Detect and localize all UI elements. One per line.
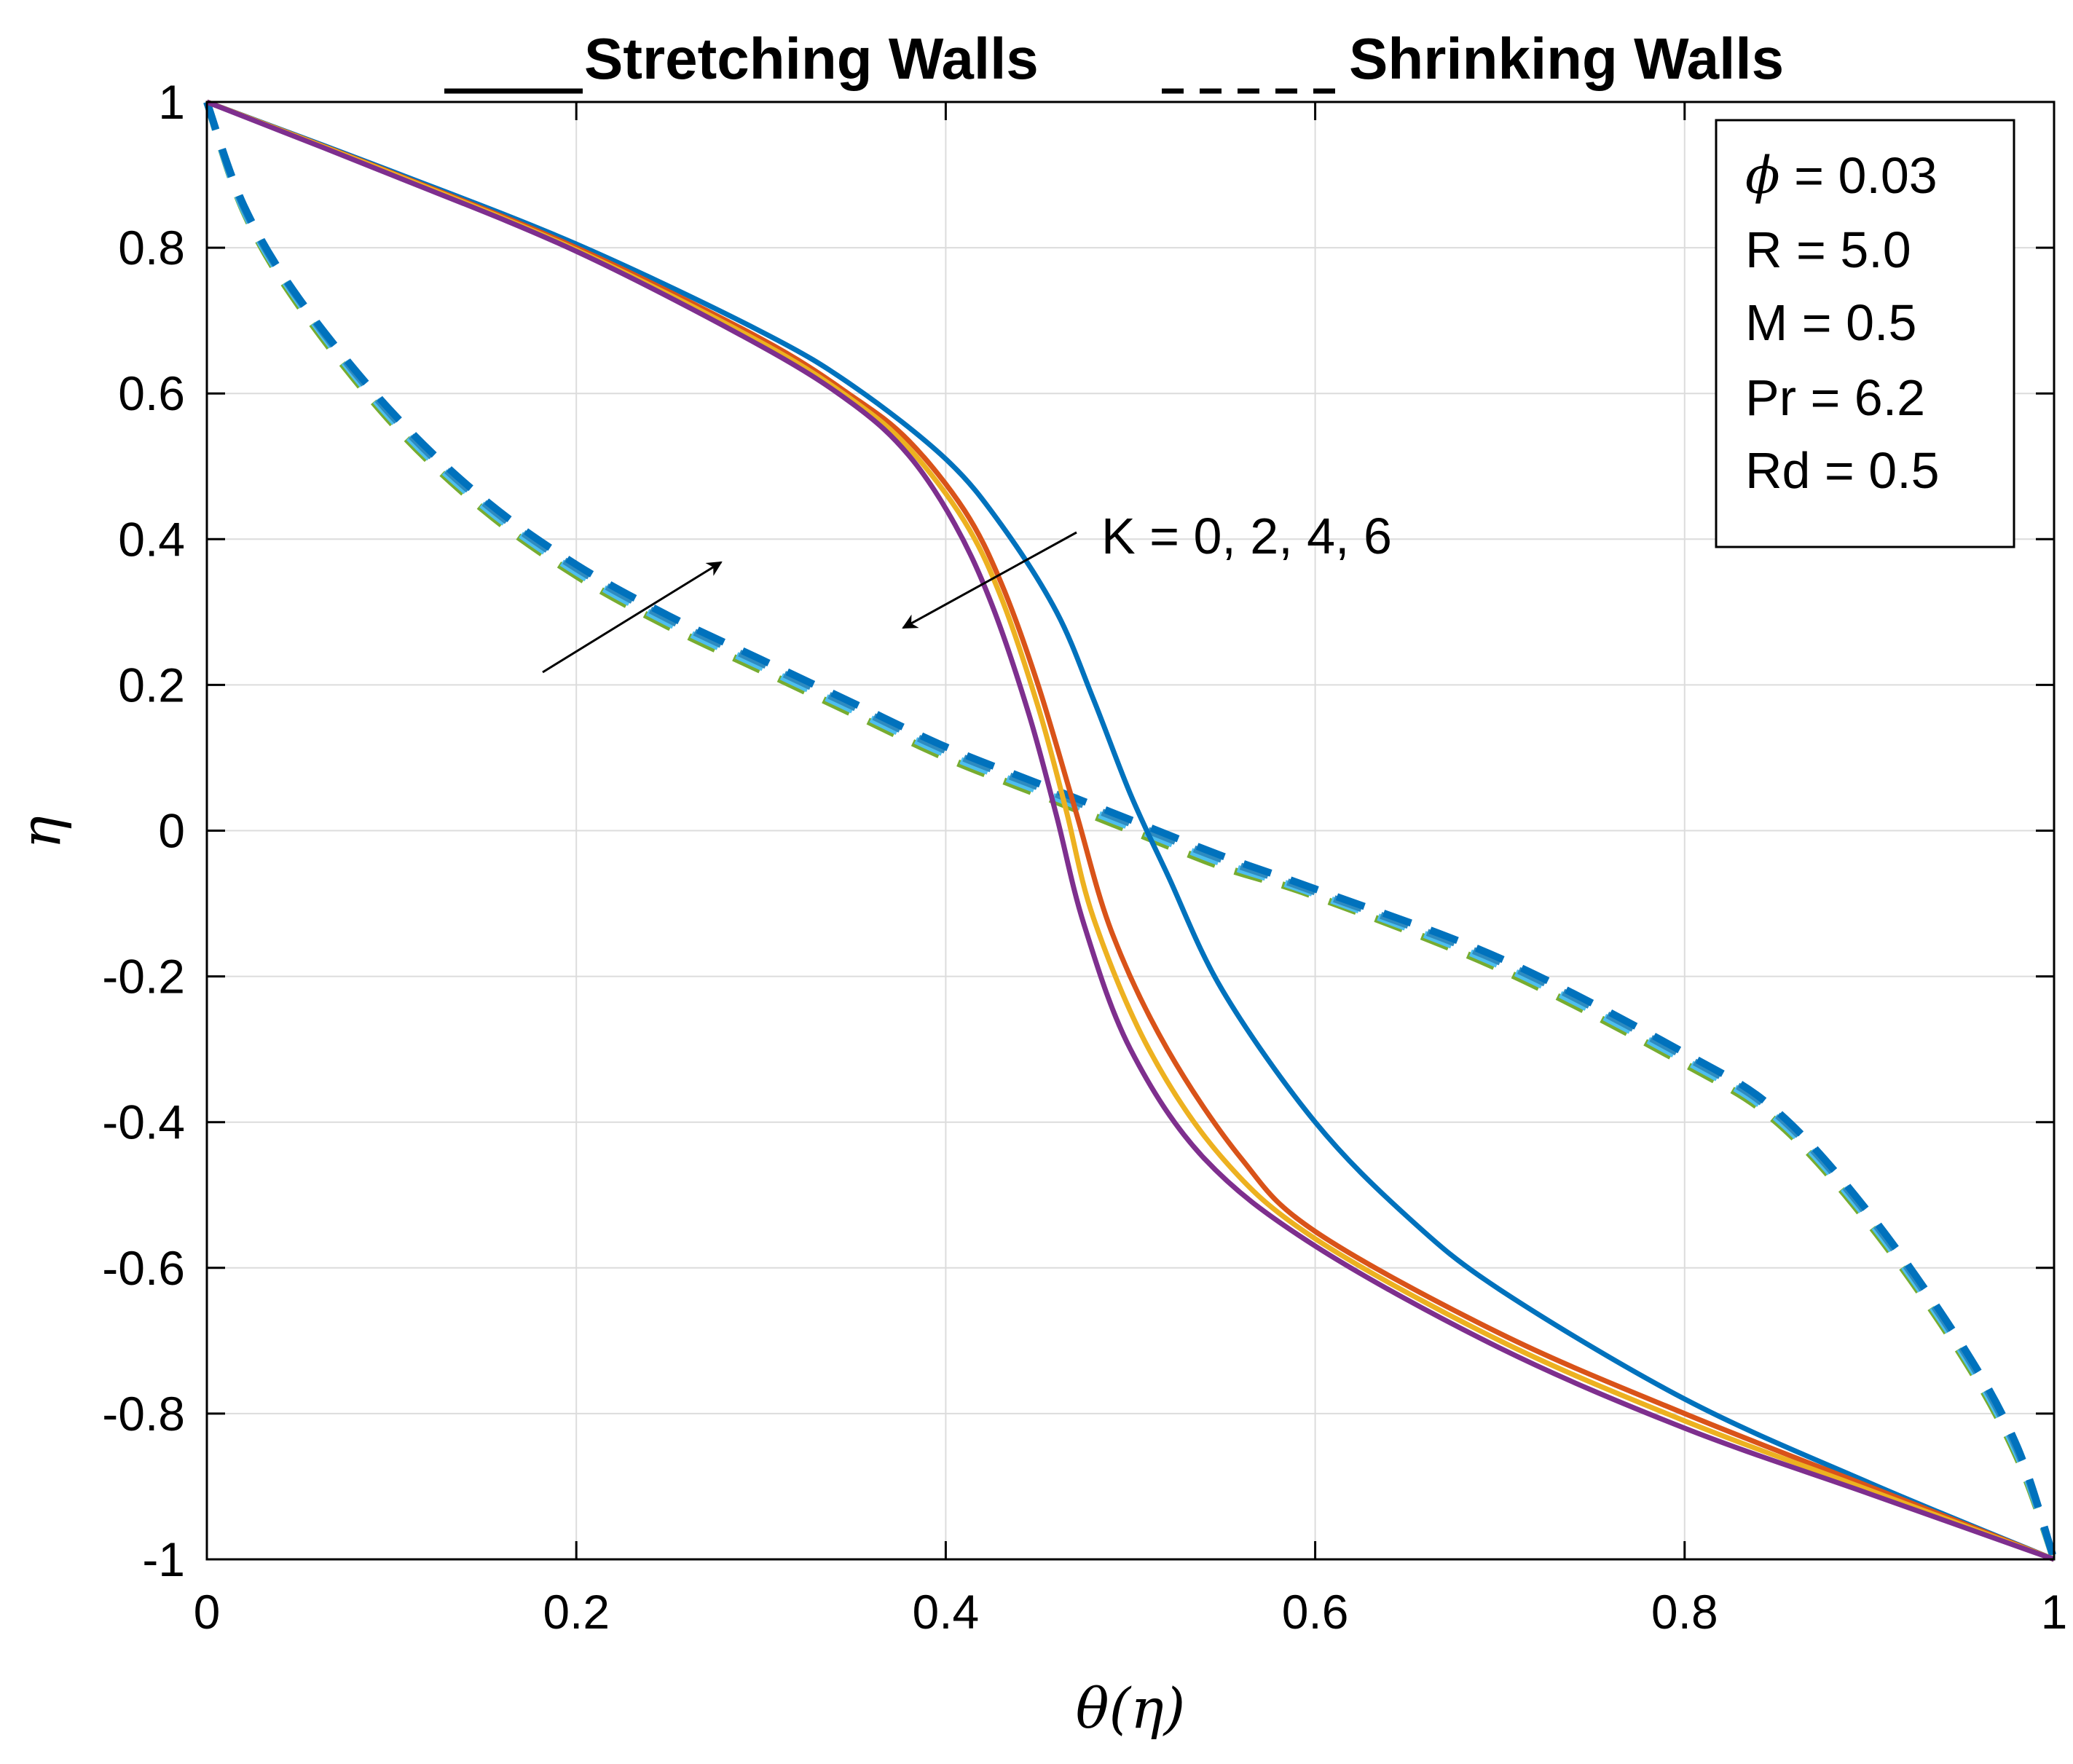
chart-title: Stretching Walls Shrinking Walls xyxy=(444,26,1784,94)
y-tick-label: 0 xyxy=(158,804,185,858)
y-tick-label: 1 xyxy=(158,75,185,129)
y-tick-label: -0.4 xyxy=(102,1095,185,1149)
y-tick-label: -0.6 xyxy=(102,1241,185,1295)
param-rd: Rd = 0.5 xyxy=(1745,442,1940,499)
x-tick-label: 0.6 xyxy=(1282,1585,1349,1639)
parameters-box: ϕ = 0.03 R = 5.0 M = 0.5 Pr = 6.2 Rd = 0… xyxy=(1715,119,2015,548)
x-tick-label: 1 xyxy=(2041,1585,2068,1639)
x-tick-label: 0 xyxy=(194,1585,221,1639)
param-pr: Pr = 6.2 xyxy=(1745,369,1925,426)
series-line-k-2-stretching xyxy=(205,99,2056,1562)
y-tick-label: -0.2 xyxy=(102,950,185,1004)
x-tick-label: 0.8 xyxy=(1651,1585,1718,1639)
y-tick-label: 0.4 xyxy=(118,512,185,566)
tick-labels: 0 0.2 0.4 0.6 0.8 1 1 0.8 0.6 0.4 0.2 0 -0.2 -0.4 -0.6… xyxy=(102,75,2067,1639)
phi-symbol: ϕ xyxy=(1745,146,1780,205)
y-tick-label: 0.2 xyxy=(118,658,185,712)
x-axis-label: θ(η) xyxy=(1076,1676,1186,1741)
title-shrinking: Shrinking Walls xyxy=(1349,26,1784,91)
y-tick-label: -1 xyxy=(142,1532,185,1586)
y-tick-label: 0.6 xyxy=(118,366,185,420)
ticks xyxy=(205,101,2056,1561)
title-stretching: Stretching Walls xyxy=(584,26,1039,91)
x-tick-label: 0.4 xyxy=(913,1585,980,1639)
series-line-k-6-stretching xyxy=(205,99,2056,1562)
k-annotation: K = 0, 2, 4, 6 xyxy=(1101,508,1392,564)
y-axis-label: η xyxy=(8,816,73,849)
series-line-k-0-stretching xyxy=(205,99,2056,1562)
parameters-box-frame xyxy=(1715,119,2015,548)
param-r: R = 5.0 xyxy=(1745,221,1911,278)
arrow-stretching xyxy=(902,531,1077,629)
y-tick-label: -0.8 xyxy=(102,1387,185,1441)
series-line-k-6-shrinking xyxy=(203,101,2058,1561)
param-phi: ϕ = 0.03 xyxy=(1745,146,1938,205)
param-m: M = 0.5 xyxy=(1745,294,1916,351)
arrow-shrinking xyxy=(542,561,723,674)
param-phi-value: = 0.03 xyxy=(1780,147,1938,204)
x-tick-label: 0.2 xyxy=(543,1585,610,1639)
y-tick-label: 0.8 xyxy=(118,221,185,275)
data-curves xyxy=(203,99,2058,1562)
